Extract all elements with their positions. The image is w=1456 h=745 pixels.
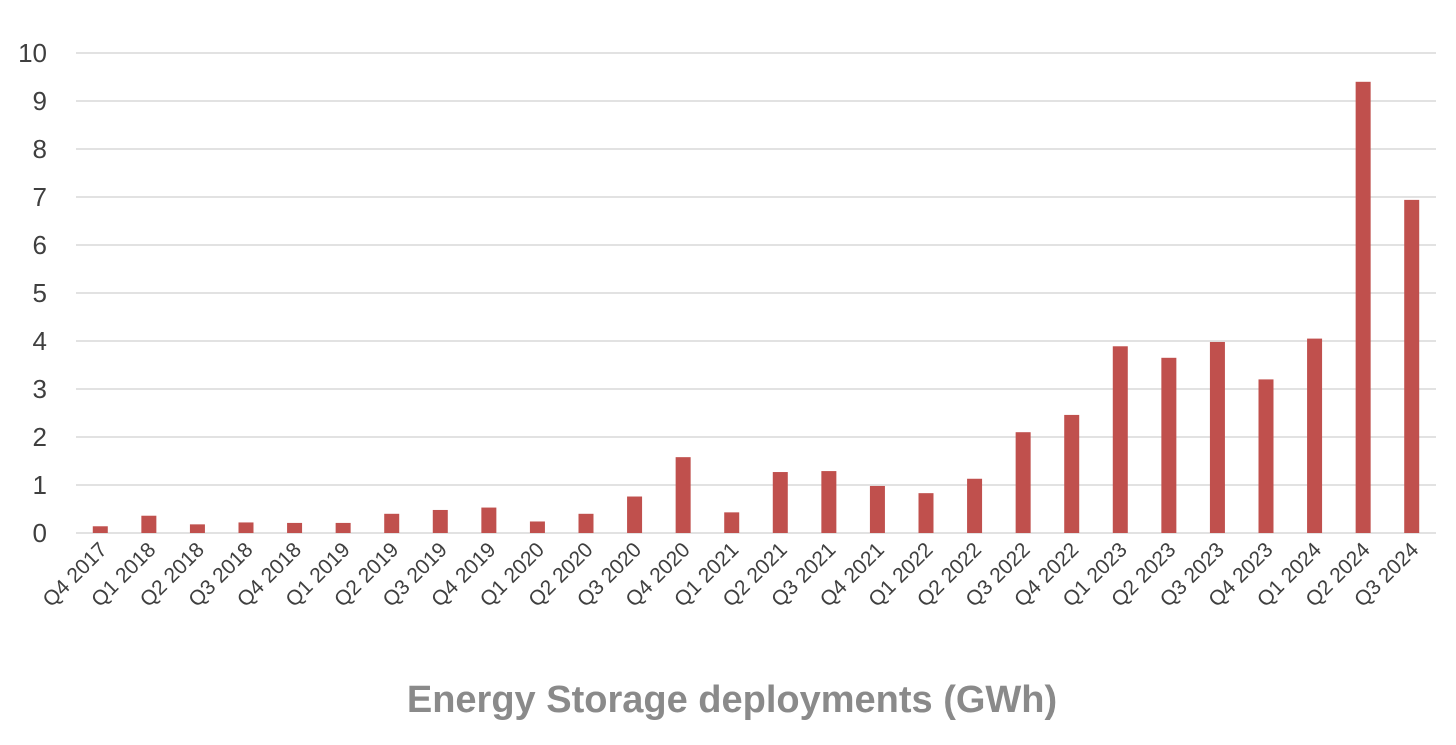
bar: [869, 485, 885, 533]
y-tick-label: 8: [33, 134, 47, 164]
bar: [1064, 414, 1080, 533]
bar: [335, 522, 351, 533]
y-tick-label: 9: [33, 86, 47, 116]
y-tick-label: 10: [18, 38, 47, 68]
y-tick-label: 4: [33, 326, 47, 356]
bar: [432, 509, 448, 533]
y-tick-label: 3: [33, 374, 47, 404]
bar: [1161, 357, 1177, 533]
bar: [189, 524, 205, 533]
bar: [238, 522, 254, 533]
bar: [918, 493, 934, 533]
bar: [1404, 199, 1420, 533]
bar: [578, 513, 594, 533]
bar: [967, 478, 983, 533]
bar: [1307, 338, 1323, 533]
bar: [92, 526, 108, 533]
bar: [772, 472, 788, 533]
bar: [1355, 81, 1371, 534]
bar: [1112, 346, 1128, 533]
y-tick-label: 2: [33, 422, 47, 452]
y-tick-label: 6: [33, 230, 47, 260]
bar: [1209, 341, 1225, 533]
y-tick-label: 1: [33, 470, 47, 500]
chart-title: Energy Storage deployments (GWh): [407, 679, 1057, 721]
bar: [627, 496, 643, 533]
bar: [1258, 379, 1274, 533]
bar: [529, 521, 545, 533]
bar: [141, 515, 157, 533]
bars: [92, 81, 1420, 534]
bar: [287, 522, 303, 533]
bar: [675, 457, 691, 533]
y-tick-label: 7: [33, 182, 47, 212]
bar: [384, 513, 400, 533]
bar: [821, 471, 837, 533]
gridlines: [76, 52, 1436, 534]
y-tick-label: 0: [33, 518, 47, 548]
y-axis-ticks: 0 1 2 3 4 5 6 7 8 9 10: [18, 38, 47, 548]
bar: [1015, 432, 1031, 533]
bar: [724, 512, 740, 533]
y-tick-label: 5: [33, 278, 47, 308]
bar: [481, 507, 497, 533]
